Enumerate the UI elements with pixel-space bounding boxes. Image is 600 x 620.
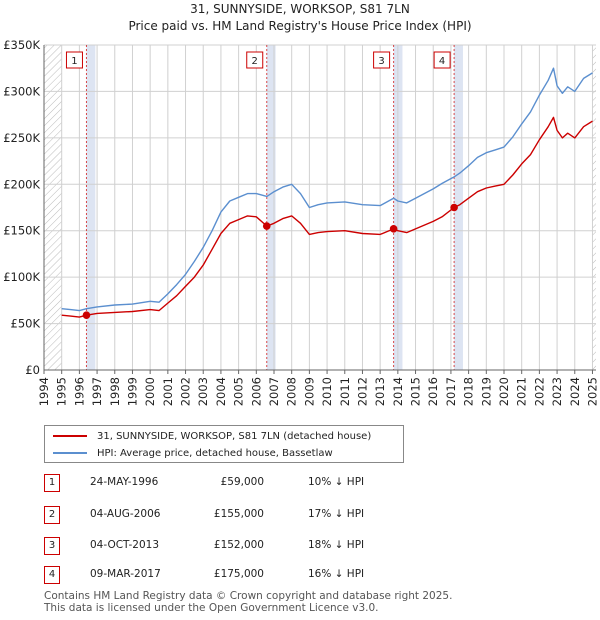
sale-shade-band [266, 45, 276, 370]
transaction-price: £59,000 [220, 476, 264, 488]
legend-swatch-property [53, 435, 87, 437]
footer-license: This data is licensed under the Open Gov… [44, 602, 379, 614]
x-tick-label: 2019 [479, 377, 493, 406]
sale-badge [373, 51, 391, 69]
x-tick-label: 2006 [249, 377, 263, 406]
x-tick-label: 2016 [426, 377, 440, 406]
x-tick-label: 2009 [302, 377, 316, 406]
x-tick-label: 2010 [320, 377, 334, 406]
transaction-hpi-diff: 10% ↓ HPI [308, 476, 365, 488]
legend-item-hpi: HPI: Average price, detached house, Bass… [53, 445, 333, 461]
legend-label-property: 31, SUNNYSIDE, WORKSOP, S81 7LN (detache… [97, 430, 372, 442]
price-chart: £0 £50K £100K £150K £200K £250K £300K £350K 1994… [3, 38, 599, 406]
sale-shade-band [86, 45, 96, 370]
x-tick-label: 2021 [515, 377, 529, 406]
x-tick-label: 2020 [497, 377, 511, 406]
footer-copyright: Contains HM Land Registry data © Crown c… [44, 590, 453, 602]
transaction-date: 09-MAR-2017 [90, 568, 161, 580]
x-tick-label: 1995 [55, 377, 69, 406]
transaction-date: 04-OCT-2013 [90, 539, 159, 551]
x-tick-label: 2005 [232, 377, 246, 406]
x-tick-label: 2025 [585, 377, 599, 406]
y-tick-label: £350K [3, 38, 40, 52]
sale-point [262, 222, 271, 230]
sale-badge [246, 51, 264, 69]
sale-point [389, 225, 398, 233]
transaction-badge: 3 [44, 537, 60, 555]
x-tick-label: 2022 [532, 377, 546, 406]
x-tick-label: 2008 [285, 377, 299, 406]
transaction-hpi-diff: 17% ↓ HPI [308, 508, 365, 520]
sale-shade-band [454, 45, 463, 370]
x-tick-label: 2001 [161, 377, 175, 406]
y-tick-label: £50K [11, 317, 41, 331]
y-tick-label: £200K [3, 177, 40, 191]
legend-swatch-hpi [53, 452, 87, 454]
x-tick-label: 2002 [179, 377, 193, 406]
transaction-hpi-diff: 18% ↓ HPI [308, 539, 365, 551]
series-line-hpi [61, 67, 593, 312]
sale-badge [65, 51, 83, 69]
x-tick-label: 1997 [90, 377, 104, 406]
x-tick-label: 2024 [568, 377, 582, 406]
x-tick-label: 2014 [391, 377, 405, 406]
chart-title-address: 31, SUNNYSIDE, WORKSOP, S81 7LN [190, 2, 410, 16]
y-tick-label: £100K [3, 270, 40, 284]
x-tick-label: 2017 [444, 377, 458, 406]
plot-area [44, 45, 596, 370]
hatch-region-end [592, 45, 596, 370]
sale-badge-number: 3 [378, 56, 384, 67]
sale-point [450, 203, 458, 212]
transaction-row: 3 04-OCT-2013 £152,000 18% ↓ HPI [44, 537, 404, 557]
chart-legend: 31, SUNNYSIDE, WORKSOP, S81 7LN (detache… [44, 425, 404, 463]
series-line-property [61, 116, 593, 318]
chart-title-subtitle: Price paid vs. HM Land Registry's House … [128, 19, 472, 33]
transaction-price: £155,000 [213, 508, 264, 520]
sale-point [82, 311, 91, 320]
sale-badge [433, 51, 451, 69]
sale-badge-number: 2 [252, 56, 258, 67]
transaction-row: 4 09-MAR-2017 £175,000 16% ↓ HPI [44, 566, 404, 586]
transaction-row: 1 24-MAY-1996 £59,000 10% ↓ HPI [44, 474, 404, 494]
transaction-date: 04-AUG-2006 [90, 508, 161, 520]
y-tick-label: £0 [25, 363, 40, 377]
x-tick-label: 1998 [108, 377, 122, 406]
transaction-badge: 4 [44, 566, 60, 584]
x-tick-label: 2007 [267, 377, 281, 406]
transaction-price: £175,000 [213, 568, 264, 580]
transaction-badge: 2 [44, 506, 60, 524]
y-tick-label: £250K [3, 131, 40, 145]
sale-badge-number: 4 [439, 56, 445, 67]
legend-label-hpi: HPI: Average price, detached house, Bass… [97, 447, 333, 459]
transaction-badge: 1 [44, 474, 60, 492]
transaction-date: 24-MAY-1996 [90, 476, 159, 488]
x-tick-label: 2023 [550, 377, 564, 406]
x-tick-label: 2013 [373, 377, 387, 406]
x-tick-label: 2012 [355, 377, 369, 406]
x-tick-label: 2000 [143, 377, 157, 406]
x-tick-label: 1994 [37, 377, 51, 406]
x-tick-label: 2015 [409, 377, 423, 406]
sale-badge-number: 1 [71, 56, 77, 67]
x-tick-label: 2011 [338, 377, 352, 406]
transaction-price: £152,000 [213, 539, 264, 551]
x-tick-label: 1996 [72, 377, 86, 406]
y-tick-label: £150K [3, 224, 40, 238]
transaction-row: 2 04-AUG-2006 £155,000 17% ↓ HPI [44, 506, 404, 526]
x-tick-label: 2004 [214, 377, 228, 406]
transaction-hpi-diff: 16% ↓ HPI [308, 568, 365, 580]
x-tick-label: 1999 [125, 377, 139, 406]
y-tick-label: £300K [3, 84, 40, 98]
hatch-region-start [44, 45, 62, 370]
x-tick-label: 2018 [462, 377, 476, 406]
x-tick-label: 2003 [196, 377, 210, 406]
legend-item-property: 31, SUNNYSIDE, WORKSOP, S81 7LN (detache… [53, 428, 371, 444]
